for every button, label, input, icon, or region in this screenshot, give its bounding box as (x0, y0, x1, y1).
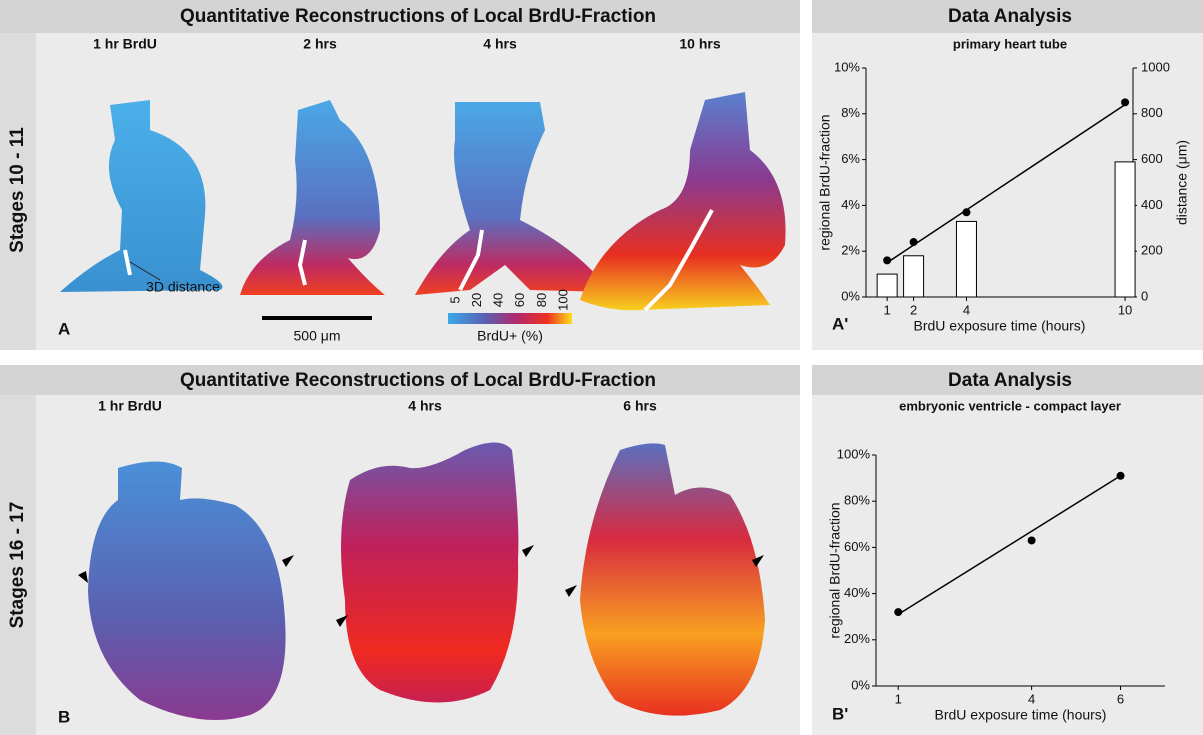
y2-axis-label: distance (μm) (1174, 140, 1190, 225)
chart-subtitle: embryonic ventricle - compact layer (899, 398, 1121, 413)
colorbar (448, 313, 572, 324)
panel-title: Data Analysis (948, 370, 1072, 391)
y2-tick-label: 800 (1141, 105, 1163, 120)
column-label: 10 hrs (679, 36, 720, 52)
data-point (910, 238, 918, 246)
scale-bar-label: 500 μm (294, 328, 341, 344)
column-label: 1 hr BrdU (98, 398, 162, 414)
y2-tick-label: 400 (1141, 197, 1163, 212)
data-point (1117, 472, 1125, 480)
y-tick-label: 4% (841, 197, 860, 212)
y2-tick-label: 600 (1141, 151, 1163, 166)
x-tick-label: 2 (910, 302, 917, 317)
x-axis-label: BrdU exposure time (hours) (914, 318, 1086, 334)
y-tick-label: 0% (851, 677, 870, 692)
data-point (894, 608, 902, 616)
bar (904, 256, 924, 297)
x-tick-label: 4 (963, 302, 970, 317)
annotation: 3D distance (146, 279, 220, 295)
colorbar-tick-label: 5 (447, 296, 462, 303)
x-tick-label: 4 (1028, 691, 1035, 706)
colorbar-tick-label: 100 (555, 289, 570, 311)
panel-title: Quantitative Reconstructions of Local Br… (180, 6, 656, 27)
column-label: 1 hr BrdU (93, 36, 157, 52)
panel-title: Data Analysis (948, 6, 1072, 27)
row-label: Stages 10 - 11 (7, 127, 28, 253)
y2-tick-label: 0 (1141, 288, 1148, 303)
colorbar-tick-label: 80 (534, 293, 549, 307)
y2-tick-label: 1000 (1141, 59, 1170, 74)
data-point (1028, 536, 1036, 544)
panel-letter: B' (832, 704, 848, 723)
column-label: 2 hrs (303, 36, 337, 52)
y-tick-label: 100% (837, 446, 871, 461)
panel-letter: A (58, 319, 70, 338)
panel (812, 395, 1203, 735)
y-axis-label: regional BrdU-fraction (827, 502, 843, 638)
y-tick-label: 2% (841, 243, 860, 258)
row-label: Stages 16 - 17 (7, 502, 28, 629)
column-label: 4 hrs (483, 36, 517, 52)
x-tick-label: 1 (884, 302, 891, 317)
y-tick-label: 0% (841, 288, 860, 303)
y-tick-label: 10% (834, 59, 860, 74)
panel-letter: A' (832, 314, 848, 333)
y-axis-label: regional BrdU-fraction (817, 114, 833, 250)
y2-tick-label: 200 (1141, 243, 1163, 258)
x-tick-label: 6 (1117, 691, 1124, 706)
y-tick-label: 20% (844, 631, 870, 646)
panel-letter: B (58, 707, 70, 726)
x-tick-label: 1 (895, 691, 902, 706)
y-tick-label: 6% (841, 151, 860, 166)
bar (956, 221, 976, 297)
colorbar-tick-label: 20 (469, 293, 484, 307)
x-axis-label: BrdU exposure time (hours) (935, 707, 1107, 723)
column-label: 4 hrs (408, 398, 442, 414)
y-tick-label: 8% (841, 105, 860, 120)
data-point (962, 208, 970, 216)
y-tick-label: 60% (844, 539, 870, 554)
chart-subtitle: primary heart tube (953, 36, 1067, 51)
colorbar-tick-label: 40 (491, 293, 506, 307)
bar (1115, 162, 1135, 297)
colorbar-tick-label: 60 (512, 293, 527, 307)
column-label: 6 hrs (623, 398, 657, 414)
y-tick-label: 40% (844, 585, 870, 600)
panel-title: Quantitative Reconstructions of Local Br… (180, 370, 656, 391)
x-tick-label: 10 (1118, 302, 1132, 317)
data-point (1121, 98, 1129, 106)
colorbar-label: BrdU+ (%) (477, 328, 543, 344)
figure: Quantitative Reconstructions of Local Br… (0, 0, 1203, 735)
y-tick-label: 80% (844, 493, 870, 508)
data-point (883, 256, 891, 264)
bar (877, 274, 897, 297)
